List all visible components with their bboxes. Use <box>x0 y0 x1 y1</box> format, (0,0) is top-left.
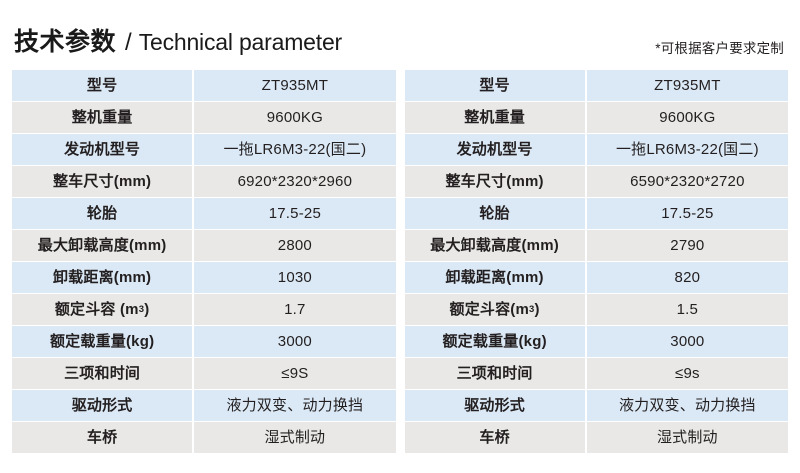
table-row: 发动机型号 一拖LR6M3-22(国二) <box>404 134 788 165</box>
spec-value-cell: 9600KG <box>586 102 788 133</box>
spec-value-cell: 2800 <box>194 230 396 261</box>
spec-value-cell: ZT935MT <box>586 70 788 101</box>
spec-label-cell: 三项和时间 <box>404 358 585 389</box>
spec-value-cell: 一拖LR6M3-22(国二) <box>194 134 396 165</box>
spec-value-cell: 17.5-25 <box>586 198 788 229</box>
spec-label-cell: 驱动形式 <box>404 390 585 421</box>
spec-label-cell: 轮胎 <box>404 198 585 229</box>
spec-value-cell: 17.5-25 <box>194 198 396 229</box>
table-row: 最大卸载高度(mm) 2790 <box>404 230 788 261</box>
page-title-en: Technical parameter <box>138 29 343 55</box>
table-row: 车桥 湿式制动 <box>12 422 396 453</box>
table-row: 三项和时间 ≤9s <box>404 358 788 389</box>
spec-value-cell: 一拖LR6M3-22(国二) <box>586 134 788 165</box>
spec-value-cell: 3000 <box>194 326 396 357</box>
spec-value-cell: 820 <box>586 262 788 293</box>
spec-label-cell: 发动机型号 <box>404 134 585 165</box>
table-row: 整车尺寸(mm) 6920*2320*2960 <box>12 166 396 197</box>
spec-label-cell: 型号 <box>404 70 585 101</box>
spec-label-cell: 额定载重量(kg) <box>12 326 193 357</box>
table-row: 整机重量 9600KG <box>12 102 396 133</box>
table-row: 发动机型号 一拖LR6M3-22(国二) <box>12 134 396 165</box>
spec-value-cell: 9600KG <box>194 102 396 133</box>
table-row: 驱动形式 液力双变、动力换挡 <box>12 390 396 421</box>
table-row: 整车尺寸(mm) 6590*2320*2720 <box>404 166 788 197</box>
spec-label-cell: 轮胎 <box>12 198 193 229</box>
table-row: 额定斗容 (m 3) 1.7 <box>12 294 396 325</box>
right-spec-table: 型号 ZT935MT 整机重量 9600KG 发动机型号 一拖LR6M3-22(国二) 整车… <box>404 70 788 453</box>
spec-value-cell: 湿式制动 <box>586 422 788 453</box>
spec-label-cell: 整机重量 <box>12 102 193 133</box>
table-row: 额定载重量(kg) 3000 <box>404 326 788 357</box>
spec-value-cell: 液力双变、动力换挡 <box>586 390 788 421</box>
spec-value-cell: 液力双变、动力换挡 <box>194 390 396 421</box>
page-title-cn: 技术参数 <box>14 28 117 56</box>
table-row: 卸载距离(mm) 1030 <box>12 262 396 293</box>
spec-value-cell: ≤9s <box>586 358 788 389</box>
spec-value-cell: 6590*2320*2720 <box>586 166 788 197</box>
page-title: 技术参数 / Technical parameter <box>14 22 342 58</box>
table-row: 轮胎 17.5-25 <box>12 198 396 229</box>
spec-label-cell: 整车尺寸(mm) <box>404 166 585 197</box>
spec-label-cell: 卸载距离(mm) <box>404 262 585 293</box>
spec-label-cell: 发动机型号 <box>12 134 193 165</box>
table-row: 驱动形式 液力双变、动力换挡 <box>404 390 788 421</box>
table-row: 卸载距离(mm) 820 <box>404 262 788 293</box>
table-row: 型号 ZT935MT <box>12 70 396 101</box>
spec-label-cell: 额定斗容 (m 3) <box>12 294 193 325</box>
spec-value-cell: 湿式制动 <box>194 422 396 453</box>
spec-value-cell: 1.5 <box>586 294 788 325</box>
spec-tables-container: 型号 ZT935MT 整机重量 9600KG 发动机型号 一拖LR6M3-22(国二) 整车… <box>0 70 800 453</box>
spec-label-cell: 最大卸载高度(mm) <box>12 230 193 261</box>
table-row: 型号 ZT935MT <box>404 70 788 101</box>
customization-note: *可根据客户要求定制 <box>655 41 784 56</box>
table-row: 车桥 湿式制动 <box>404 422 788 453</box>
spec-value-cell: ≤9S <box>194 358 396 389</box>
table-row: 整机重量 9600KG <box>404 102 788 133</box>
spec-value-cell: 1030 <box>194 262 396 293</box>
spec-label-cell: 车桥 <box>12 422 193 453</box>
table-row: 三项和时间 ≤9S <box>12 358 396 389</box>
spec-label-cell: 车桥 <box>404 422 585 453</box>
spec-label-cell: 额定载重量(kg) <box>404 326 585 357</box>
spec-value-cell: 3000 <box>586 326 788 357</box>
table-row: 额定斗容(m 3) 1.5 <box>404 294 788 325</box>
spec-value-cell: 6920*2320*2960 <box>194 166 396 197</box>
table-row: 轮胎 17.5-25 <box>404 198 788 229</box>
spec-label-cell: 整机重量 <box>404 102 585 133</box>
table-row: 额定载重量(kg) 3000 <box>12 326 396 357</box>
spec-label-cell: 卸载距离(mm) <box>12 262 193 293</box>
spec-label-cell: 驱动形式 <box>12 390 193 421</box>
spec-label-cell: 三项和时间 <box>12 358 193 389</box>
spec-value-cell: ZT935MT <box>194 70 396 101</box>
page-header: 技术参数 / Technical parameter *可根据客户要求定制 <box>0 0 800 66</box>
spec-label-cell: 型号 <box>12 70 193 101</box>
spec-label-cell: 整车尺寸(mm) <box>12 166 193 197</box>
table-row: 最大卸载高度(mm) 2800 <box>12 230 396 261</box>
spec-value-cell: 1.7 <box>194 294 396 325</box>
spec-label-cell: 最大卸载高度(mm) <box>404 230 585 261</box>
title-separator: / <box>125 29 132 56</box>
left-spec-table: 型号 ZT935MT 整机重量 9600KG 发动机型号 一拖LR6M3-22(国二) 整车… <box>12 70 396 453</box>
spec-value-cell: 2790 <box>586 230 788 261</box>
spec-label-cell: 额定斗容(m 3) <box>404 294 585 325</box>
